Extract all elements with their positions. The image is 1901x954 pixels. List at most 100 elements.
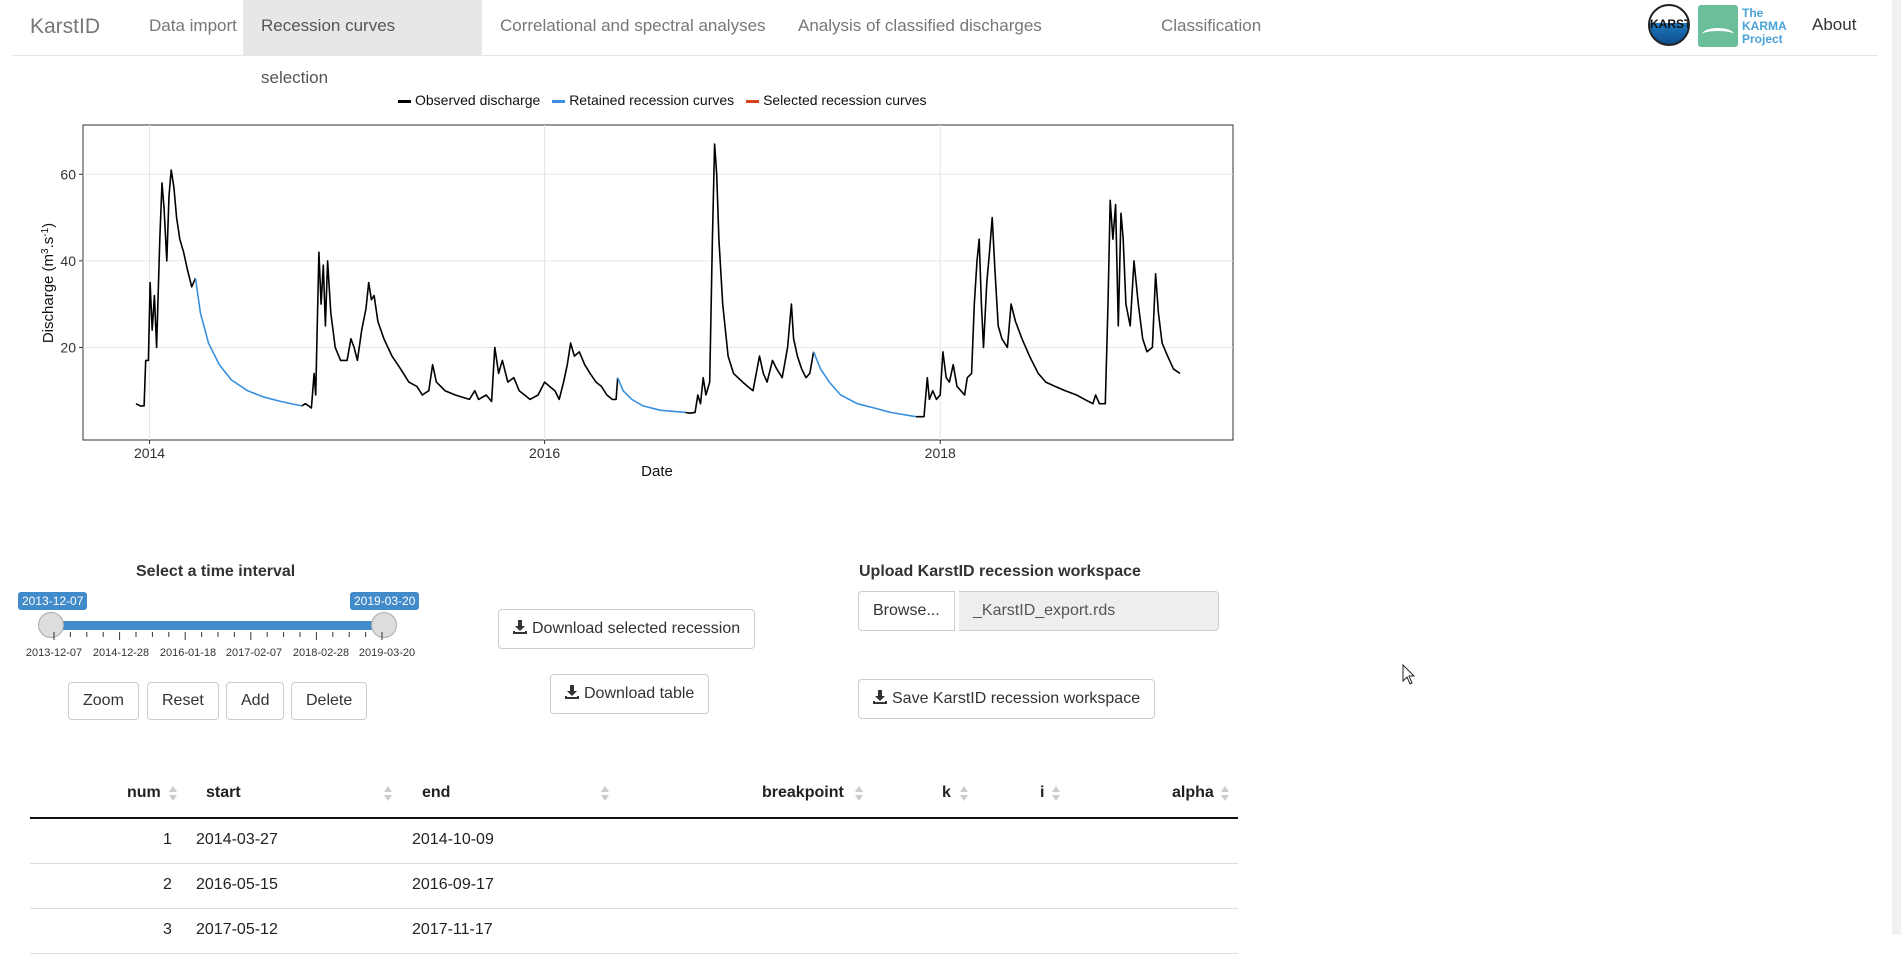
legend-label-selected: Selected recession curves: [763, 92, 927, 108]
observed-discharge-line: [135, 169, 197, 407]
retained-recession-curve: [616, 377, 686, 414]
tab-classification[interactable]: Classification: [1161, 16, 1262, 35]
slider-handle-from[interactable]: [38, 612, 64, 638]
cell-num: 3: [163, 921, 172, 938]
retained-recession-curve: [194, 278, 302, 407]
legend-observed: Observed discharge: [398, 92, 540, 108]
slider-handle-to[interactable]: [371, 612, 397, 638]
recession-table: num start end breakpoint k i alpha 1 201…: [30, 773, 1238, 954]
download-icon: [565, 685, 579, 699]
cell-end: 2014-10-09: [412, 831, 494, 848]
y-label-sup1: 3: [40, 248, 51, 254]
cell-num: 1: [163, 831, 172, 848]
slider-to-bubble: 2019-03-20: [350, 592, 420, 610]
cell-end: 2017-11-17: [412, 921, 493, 938]
tab-data-import[interactable]: Data import: [149, 16, 237, 35]
table-row[interactable]: 2 2016-05-15 2016-09-17: [30, 864, 1238, 909]
save-workspace-label: Save KarstID recession workspace: [892, 690, 1141, 707]
y-tick-label: 20: [60, 339, 76, 355]
table-header: num start end breakpoint k i alpha: [30, 773, 1238, 819]
legend-label-retained: Retained recession curves: [569, 92, 735, 108]
cell-num: 2: [163, 876, 172, 893]
x-axis-label: Date: [641, 463, 673, 480]
y-tick-label: 60: [60, 166, 76, 182]
download-table-label: Download table: [584, 685, 695, 702]
x-tick-label: 2014: [134, 445, 165, 461]
legend-key-observed: [398, 99, 411, 103]
column-header-breakpoint[interactable]: breakpoint: [762, 784, 844, 801]
y-tick-label: 40: [60, 253, 76, 269]
x-tick-label: 2016: [529, 445, 560, 461]
download-selected-recession-button[interactable]: Download selected recession: [498, 609, 756, 649]
column-header-start[interactable]: start: [206, 784, 241, 801]
tab-correlational-spectral[interactable]: Correlational and spectral analyses: [500, 16, 766, 35]
y-label-sup2: -1: [40, 227, 51, 236]
file-name-field[interactable]: _KarstID_export.rds: [959, 591, 1219, 631]
download-icon: [873, 690, 887, 704]
slider-tick-label: 2016-01-18: [159, 647, 217, 659]
chart-grid: [83, 125, 1233, 440]
legend-key-selected: [746, 99, 760, 103]
observed-discharge-line: [301, 251, 619, 409]
column-header-i[interactable]: i: [1040, 784, 1045, 801]
karma-logo-mark: [1698, 5, 1738, 47]
discharge-chart[interactable]: 20 40 60 2014 2016 2018 Date Discharge (m3.s-…: [30, 118, 1250, 488]
navbar: KarstID Data import Recession curves sel…: [12, 0, 1878, 87]
karst-logo: KARST: [1648, 4, 1690, 46]
y-label-base: Discharge (m: [40, 254, 57, 343]
save-workspace-button[interactable]: Save KarstID recession workspace: [858, 679, 1156, 719]
cell-end: 2016-09-17: [412, 876, 494, 893]
slider-tick-label: 2019-03-20: [358, 647, 416, 659]
retained-recession-curve: [812, 351, 917, 418]
download-selected-label: Download selected recession: [532, 620, 741, 637]
column-header-end[interactable]: end: [422, 784, 451, 801]
about-link[interactable]: About: [1812, 15, 1857, 34]
slider-track[interactable]: [52, 621, 384, 630]
observed-discharge-line: [915, 199, 1181, 418]
slider-tick-label: 2017-02-07: [225, 647, 283, 659]
legend-key-retained: [552, 99, 566, 103]
delete-button[interactable]: Delete: [291, 682, 368, 720]
add-button[interactable]: Add: [226, 682, 285, 720]
reset-button[interactable]: Reset: [147, 682, 219, 720]
sort-icon[interactable]: [1221, 785, 1229, 803]
legend-label-observed: Observed discharge: [415, 92, 541, 108]
x-tick-label: 2018: [925, 445, 956, 461]
sort-icon[interactable]: [855, 785, 863, 803]
observed-discharge-line: [685, 143, 815, 414]
sort-icon[interactable]: [1052, 785, 1060, 803]
sort-icon[interactable]: [169, 785, 177, 803]
karma-logo-text: The KARMA Project: [1742, 6, 1787, 46]
karma-project-logo: The KARMA Project: [1698, 5, 1787, 47]
y-label-mid: .s: [40, 237, 57, 249]
time-interval-slider[interactable]: 2013-12-07 2019-03-20 2013-12-07 2014-12…: [18, 590, 420, 670]
column-header-alpha[interactable]: alpha: [1172, 784, 1214, 801]
sort-icon[interactable]: [601, 785, 609, 803]
y-axis-label: Discharge (m3.s-1): [40, 223, 57, 343]
chart-legend: Observed discharge Retained recession cu…: [398, 92, 934, 108]
table-row[interactable]: 1 2014-03-27 2014-10-09: [30, 819, 1238, 864]
slider-ticks: [53, 632, 383, 640]
file-upload-group: Browse... _KarstID_export.rds: [858, 591, 1219, 631]
tab-recession-curves-selection[interactable]: Recession curves selection: [243, 0, 482, 87]
column-header-num[interactable]: num: [127, 784, 161, 801]
brand[interactable]: KarstID: [30, 15, 101, 38]
karst-logo-text: KARST: [1650, 17, 1690, 31]
download-table-button[interactable]: Download table: [550, 674, 710, 714]
browse-button[interactable]: Browse...: [858, 591, 955, 631]
cell-start: 2016-05-15: [196, 876, 278, 893]
zoom-button[interactable]: Zoom: [68, 682, 139, 720]
table-row[interactable]: 3 2017-05-12 2017-11-17: [30, 909, 1238, 954]
page-scrollbar[interactable]: [1892, 0, 1901, 935]
upload-workspace-label: Upload KarstID recession workspace: [859, 563, 1141, 580]
sort-icon[interactable]: [960, 785, 968, 803]
cell-start: 2017-05-12: [196, 921, 278, 938]
column-header-k[interactable]: k: [942, 784, 951, 801]
slider-tick-label: 2013-12-07: [25, 647, 83, 659]
time-interval-label: Select a time interval: [136, 563, 296, 580]
chart-series: [135, 143, 1181, 418]
legend-retained: Retained recession curves: [552, 92, 734, 108]
sort-icon[interactable]: [384, 785, 392, 803]
tab-classified-discharges[interactable]: Analysis of classified discharges: [798, 16, 1042, 35]
download-icon: [513, 620, 527, 634]
